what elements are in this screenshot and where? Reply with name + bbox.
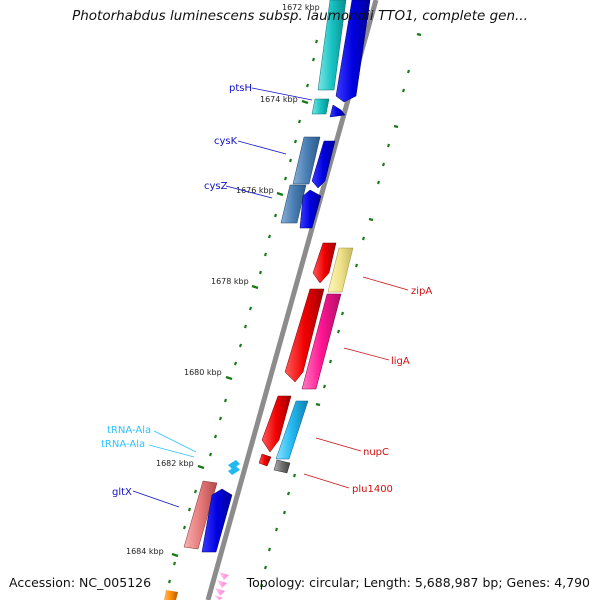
label-cysZ[interactable]: cysZ	[204, 181, 228, 192]
tick-label-1684: 1684 kbp	[126, 547, 164, 556]
leader-ptsH	[251, 87, 313, 101]
leader-ligA	[343, 347, 390, 361]
gene-pink-stack-bottom[interactable]	[214, 572, 229, 600]
gene-blue-top[interactable]	[335, 0, 371, 103]
label-zipA[interactable]: zipA	[411, 286, 432, 297]
tick-label-1682: 1682 kbp	[156, 459, 194, 468]
tick-label-1674: 1674 kbp	[260, 95, 298, 104]
gene-ptsH[interactable]	[329, 104, 346, 118]
gene-cysK[interactable]	[311, 140, 336, 189]
gene-red-1[interactable]	[312, 242, 337, 284]
map-title: Photorhabdus luminescens subsp. laumondi…	[72, 8, 528, 24]
inner-ruler-dots	[167, 39, 319, 584]
genome-summary-text: Topology: circular; Length: 5,688,987 bp…	[246, 575, 590, 590]
leader-trna-ala-2	[148, 444, 195, 458]
leader-nupC	[315, 437, 362, 452]
tick-label-1676: 1676 kbp	[236, 186, 274, 195]
gene-ptsH-cyan[interactable]	[311, 98, 330, 115]
leader-cysK	[237, 140, 287, 155]
accession-text: Accession: NC_005126	[9, 575, 152, 590]
gene-red-3[interactable]	[261, 395, 292, 453]
gene-nupC[interactable]	[275, 400, 309, 460]
gene-trna-ala-2[interactable]	[228, 466, 240, 475]
label-gltX[interactable]: gltX	[112, 487, 132, 498]
label-ptsH[interactable]: ptsH	[229, 83, 252, 94]
leader-trna-ala-1	[153, 430, 197, 453]
gene-orange-bottom[interactable]	[164, 590, 178, 600]
leader-zipA	[362, 276, 409, 291]
leader-gltX	[132, 490, 180, 508]
kbp-tick-marks	[171, 99, 309, 558]
gene-gltX-salmon[interactable]	[183, 480, 218, 550]
gene-red-2[interactable]	[284, 288, 325, 383]
gene-zipA[interactable]	[327, 247, 354, 293]
gene-cysZ[interactable]	[299, 189, 322, 229]
gene-plu1400[interactable]	[273, 459, 291, 474]
gene-cysZ-steel[interactable]	[280, 184, 307, 224]
label-plu1400[interactable]: plu1400	[352, 484, 393, 495]
gene-cyan-top[interactable]	[317, 0, 347, 91]
tick-label-1680: 1680 kbp	[184, 368, 222, 377]
label-trna-ala-1[interactable]: tRNA-Ala	[107, 425, 151, 436]
label-nupC[interactable]: nupC	[363, 447, 389, 458]
gene-cysK-steel[interactable]	[292, 136, 321, 185]
tick-label-1672: 1672 kbp	[282, 3, 320, 12]
label-cysK[interactable]: cysK	[214, 136, 238, 147]
gene-ligA[interactable]	[301, 293, 342, 390]
leader-cysZ	[225, 185, 273, 199]
leader-plu1400	[303, 473, 350, 489]
label-trna-ala-2[interactable]: tRNA-Ala	[101, 439, 145, 450]
gene-trna-ala-1[interactable]	[228, 460, 240, 469]
label-ligA[interactable]: ligA	[391, 356, 410, 367]
tick-label-1678: 1678 kbp	[211, 277, 249, 286]
gene-red-small[interactable]	[258, 453, 272, 467]
gene-gltX[interactable]	[201, 488, 233, 553]
outer-ruler-dots	[259, 32, 422, 588]
